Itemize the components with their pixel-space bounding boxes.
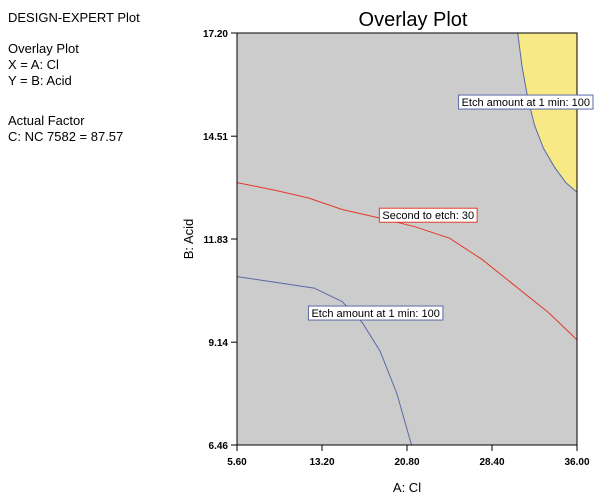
x-tick-label: 28.40 bbox=[479, 457, 504, 468]
contour-label-text: Etch amount at 1 min: 100 bbox=[462, 97, 590, 109]
y-axis-label: B: Acid bbox=[181, 219, 196, 259]
contour-line-3 bbox=[236, 182, 578, 341]
contour-label-box bbox=[307, 305, 444, 321]
y-tick-label: 11.83 bbox=[204, 235, 229, 246]
x-axis-label: A: Cl bbox=[393, 480, 421, 495]
sidebar-plot-type: Overlay Plot bbox=[8, 41, 79, 56]
contour-label-box bbox=[378, 207, 478, 223]
y-tick-label: 9.14 bbox=[209, 338, 229, 349]
sidebar-x-def: X = A: Cl bbox=[8, 57, 59, 72]
contour-line-1 bbox=[517, 32, 578, 193]
chart-title: Overlay Plot bbox=[359, 9, 468, 31]
contour-label-1: Etch amount at 1 min: 100 bbox=[458, 94, 594, 110]
sidebar-y-def: Y = B: Acid bbox=[8, 73, 72, 88]
y-tick-label: 6.46 bbox=[209, 441, 229, 452]
x-tick-label: 36.00 bbox=[564, 457, 589, 468]
x-tick-label: 20.80 bbox=[394, 457, 419, 468]
sidebar-actual-factor-value: C: NC 7582 = 87.57 bbox=[8, 129, 124, 144]
contour-label-box bbox=[458, 94, 594, 110]
sweet-spot-region bbox=[517, 33, 577, 193]
x-tick-label: 5.60 bbox=[227, 457, 247, 468]
contour-label-text: Etch amount at 1 min: 100 bbox=[311, 308, 439, 320]
sidebar-actual-factor-heading: Actual Factor bbox=[8, 113, 85, 128]
y-tick-label: 17.20 bbox=[203, 29, 228, 40]
y-tick-label: 14.51 bbox=[203, 132, 228, 143]
contour-label-text: Second to etch: 30 bbox=[382, 210, 474, 222]
contour-label-2: Etch amount at 1 min: 100 bbox=[307, 305, 444, 321]
contour-label-3: Second to etch: 30 bbox=[378, 207, 478, 223]
x-tick-label: 13.20 bbox=[309, 457, 334, 468]
sidebar-title: DESIGN-EXPERT Plot bbox=[8, 10, 140, 25]
